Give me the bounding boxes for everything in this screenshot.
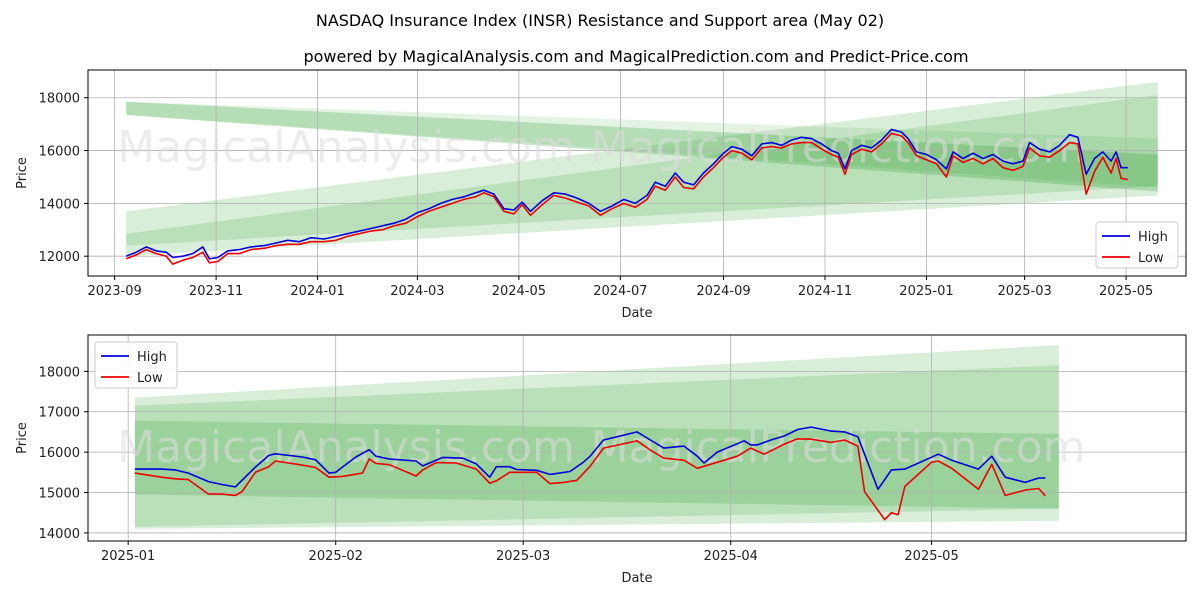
x-tick-label: 2025-05 [1099,284,1153,299]
plot-area [88,70,1186,276]
plot-frame [87,69,1187,277]
y-tick-label: 16000 [39,145,80,160]
watermark-text: MagicalAnalysis.com [117,122,575,173]
y-tick-label: 18000 [39,365,80,380]
y-tick-label: 18000 [39,92,80,107]
x-axis-label: Date [621,306,652,321]
y-tick-label: 14000 [39,527,80,542]
x-tick-label: 2025-05 [904,549,958,564]
legend-box [1095,221,1179,269]
x-tick-label: 2024-09 [696,284,750,299]
x-tick-label: 2024-07 [593,284,647,299]
resistance-support-band [134,345,1059,529]
resistance-support-band [126,101,1158,188]
legend-label-low: Low [137,371,163,386]
plot-frame [87,334,1187,542]
x-tick-label: 2023-09 [87,284,141,299]
chart-title: NASDAQ Insurance Index (INSR) Resistance… [316,11,884,30]
plot-content: MagicalAnalysis.com MagicalPrediction.com [88,335,1186,541]
series-line-high [126,128,1128,260]
y-tick-label: 17000 [39,406,80,421]
legend-box [94,341,178,389]
x-tick-label: 2025-01 [899,284,953,299]
x-axis-label: Date [621,571,652,586]
legend-label-low: Low [1138,251,1164,266]
y-tick-label: 16000 [39,446,80,461]
y-axis-label: Price [15,157,30,189]
series-line-low [134,438,1046,521]
x-tick-label: 2025-02 [309,549,363,564]
legend: High Low [1095,221,1179,269]
x-tick-label: 2023-11 [189,284,243,299]
watermark-text: MagicalPrediction.com [591,122,1086,173]
resistance-support-band [126,81,1158,257]
x-tick-label: 2025-03 [997,284,1051,299]
x-tick-label: 2025-04 [704,549,758,564]
top-panel: MagicalAnalysis.com MagicalPrediction.com… [15,69,1187,321]
legend-label-high: High [1138,230,1168,245]
plot-area [88,335,1186,541]
resistance-support-band [126,101,1158,192]
y-axis-label: Price [15,422,30,454]
series-line-low [126,132,1128,265]
x-tick-label: 2025-03 [496,549,550,564]
y-tick-label: 15000 [39,487,80,502]
bottom-panel: MagicalAnalysis.com MagicalPrediction.com… [15,334,1187,586]
plot-content: MagicalAnalysis.com MagicalPrediction.com [88,70,1186,276]
legend-label-high: High [137,350,167,365]
series-line-high [134,426,1046,491]
legend: High Low [94,341,178,389]
resistance-support-band [126,95,1158,246]
chart-subtitle: powered by MagicalAnalysis.com and Magic… [303,47,968,66]
x-tick-label: 2024-01 [290,284,344,299]
x-tick-label: 2025-01 [101,549,155,564]
y-tick-label: 12000 [39,250,80,265]
x-tick-label: 2024-05 [492,284,546,299]
x-tick-label: 2024-03 [390,284,444,299]
resistance-support-band [134,365,1059,527]
y-tick-label: 14000 [39,197,80,212]
x-tick-label: 2024-11 [798,284,852,299]
